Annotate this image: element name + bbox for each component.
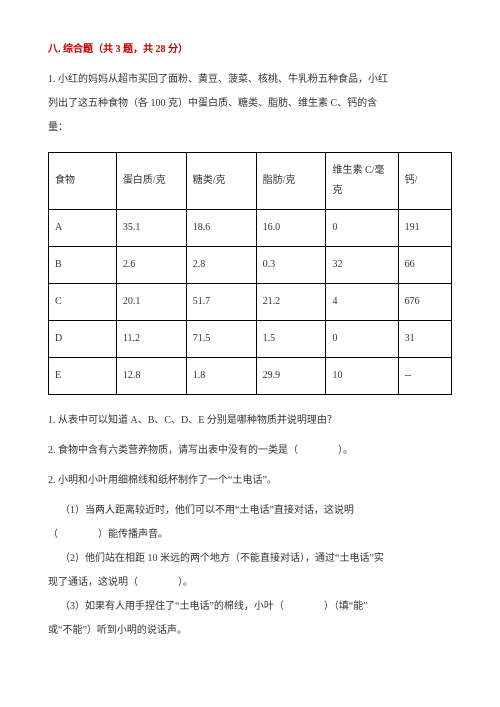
question-2-3b: 或“不能”）听到小明的说话声。	[48, 621, 452, 641]
table-cell: A	[49, 210, 117, 247]
table-row: E12.81.829.910--	[49, 358, 452, 395]
question-2-1b: （ ）能传播声音。	[48, 525, 452, 545]
question-2-2b: 现了通话，这说明（ ）。	[48, 573, 452, 593]
table-cell: 71.5	[186, 321, 256, 358]
table-cell: 676	[398, 284, 451, 321]
table-row: B2.62.80.33266	[49, 247, 452, 284]
table-row: A35.118.616.00191	[49, 210, 452, 247]
table-cell: 66	[398, 247, 451, 284]
table-cell: 31	[398, 321, 451, 358]
table-cell: 1.5	[256, 321, 326, 358]
table-cell: 32	[326, 247, 398, 284]
table-cell: 1.8	[186, 358, 256, 395]
table-cell: 0	[326, 210, 398, 247]
intro-line-2: 列出了这五种食物（各 100 克）中蛋白质、糖类、脂肪、维生素 C、钙的含	[48, 94, 452, 114]
table-row: D11.271.51.5031	[49, 321, 452, 358]
question-1-2: 2. 食物中含有六类营养物质，请写出表中没有的一类是（ ）。	[48, 441, 452, 461]
col-fat: 脂肪/克	[256, 153, 326, 210]
table-cell: 2.8	[186, 247, 256, 284]
table-cell: 16.0	[256, 210, 326, 247]
table-cell: --	[398, 358, 451, 395]
table-cell: C	[49, 284, 117, 321]
table-cell: 12.8	[116, 358, 186, 395]
col-protein: 蛋白质/克	[116, 153, 186, 210]
table-cell: 21.2	[256, 284, 326, 321]
table-cell: B	[49, 247, 117, 284]
col-vitc: 维生素 C/毫克	[326, 153, 398, 210]
table-cell: D	[49, 321, 117, 358]
table-header-row: 食物 蛋白质/克 糖类/克 脂肪/克 维生素 C/毫克 钙/	[49, 153, 452, 210]
table-cell: 4	[326, 284, 398, 321]
col-sugar: 糖类/克	[186, 153, 256, 210]
table-cell: 51.7	[186, 284, 256, 321]
table-cell: 191	[398, 210, 451, 247]
table-body: A35.118.616.00191B2.62.80.33266C20.151.7…	[49, 210, 452, 395]
table-cell: 10	[326, 358, 398, 395]
col-calcium: 钙/	[398, 153, 451, 210]
table-cell: 11.2	[116, 321, 186, 358]
section-title: 八. 综合题（共 3 题，共 28 分）	[48, 40, 452, 60]
table-cell: 29.9	[256, 358, 326, 395]
question-2-3a: （3）如果有人用手捏住了“土电话”的棉线，小叶（ ）（填“能”	[48, 597, 452, 617]
question-2-2a: （2）他们站在相距 10 米远的两个地方（不能直接对话），通过“土电话”实	[48, 549, 452, 569]
col-food: 食物	[49, 153, 117, 210]
table-cell: 20.1	[116, 284, 186, 321]
table-cell: 0.3	[256, 247, 326, 284]
table-cell: 18.6	[186, 210, 256, 247]
table-cell: 2.6	[116, 247, 186, 284]
nutrition-table: 食物 蛋白质/克 糖类/克 脂肪/克 维生素 C/毫克 钙/ A35.118.6…	[48, 152, 452, 395]
question-2-1a: （1）当两人距离较近时，他们可以不用“土电话”直接对话，这说明	[48, 501, 452, 521]
table-cell: 35.1	[116, 210, 186, 247]
intro-line-1: 1. 小红的妈妈从超市买回了面粉、黄豆、菠菜、核桃、牛乳粉五种食品，小红	[48, 70, 452, 90]
question-1-1: 1. 从表中可以知道 A、B、C、D、E 分别是哪种物质并说明理由？	[48, 411, 452, 431]
exam-page: 八. 综合题（共 3 题，共 28 分） 1. 小红的妈妈从超市买回了面粉、黄豆…	[0, 0, 500, 665]
intro-line-3: 量：	[48, 118, 452, 138]
table-cell: 0	[326, 321, 398, 358]
question-2-title: 2. 小明和小叶用细棉线和纸杯制作了一个“土电话”。	[48, 471, 452, 491]
table-row: C20.151.721.24676	[49, 284, 452, 321]
table-cell: E	[49, 358, 117, 395]
